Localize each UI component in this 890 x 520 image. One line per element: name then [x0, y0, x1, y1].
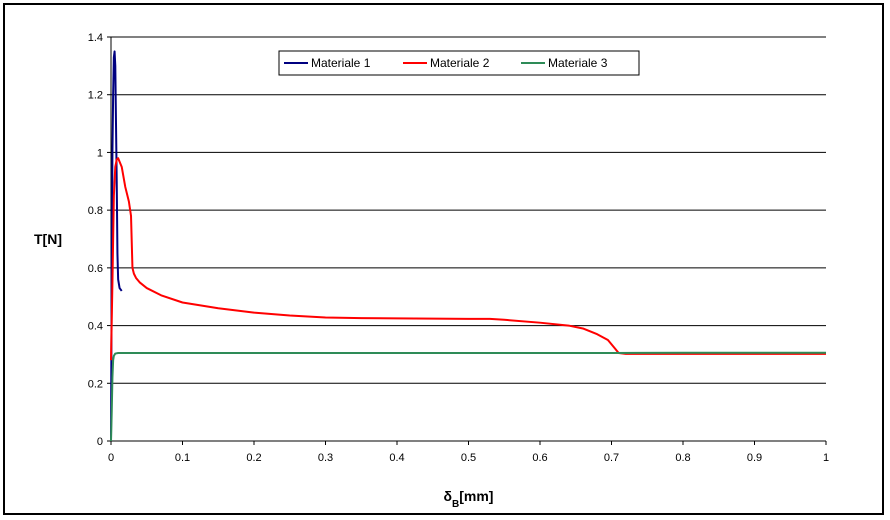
x-axis-title-unit: [mm] — [459, 488, 493, 504]
legend-label-3: Materiale 3 — [548, 56, 608, 70]
x-tick-label: 0.8 — [675, 452, 690, 464]
y-tick-label: 0 — [97, 436, 103, 448]
y-tick-label: 0.4 — [88, 321, 103, 333]
x-tick-label: 0.2 — [246, 452, 261, 464]
series-lines — [110, 50, 826, 442]
y-axis-title: T[N] — [34, 231, 62, 247]
axes — [107, 36, 827, 445]
y-tick-label: 1 — [97, 147, 103, 159]
x-axis-title-main: δ — [444, 488, 453, 504]
series-line-2 — [110, 157, 826, 361]
x-tick-label: 1 — [823, 452, 829, 464]
legend: Materiale 1 Materiale 2 Materiale 3 — [278, 50, 640, 76]
x-tick-label: 0.9 — [747, 452, 762, 464]
x-axis-title: δB[mm] — [444, 488, 494, 510]
y-tick-label: 0.8 — [88, 205, 103, 217]
legend-label-1: Materiale 1 — [311, 56, 371, 70]
x-tick-label: 0 — [108, 452, 114, 464]
chart-frame — [3, 3, 884, 515]
series-line-3 — [110, 351, 826, 442]
series-line-1 — [110, 50, 123, 442]
x-tick-label: 0.1 — [175, 452, 190, 464]
x-tick-label: 0.5 — [461, 452, 476, 464]
x-axis-title-sub: B — [452, 499, 459, 510]
x-tick-label: 0.7 — [604, 452, 619, 464]
x-tick-label: 0.3 — [318, 452, 333, 464]
grid-lines — [111, 36, 826, 384]
tick-labels: 0 0.2 0.4 0.6 0.8 1 1.2 1.4 0 0.1 0.2 0.3 0.4 0.5 0.6 0… — [88, 32, 829, 464]
legend-box — [278, 50, 640, 76]
y-tick-label: 0.6 — [88, 263, 103, 275]
y-tick-label: 1.2 — [88, 90, 103, 102]
x-tick-label: 0.6 — [532, 452, 547, 464]
y-tick-label: 1.4 — [88, 32, 103, 44]
y-tick-label: 0.2 — [88, 378, 103, 390]
x-tick-label: 0.4 — [389, 452, 404, 464]
legend-label-2: Materiale 2 — [430, 56, 490, 70]
